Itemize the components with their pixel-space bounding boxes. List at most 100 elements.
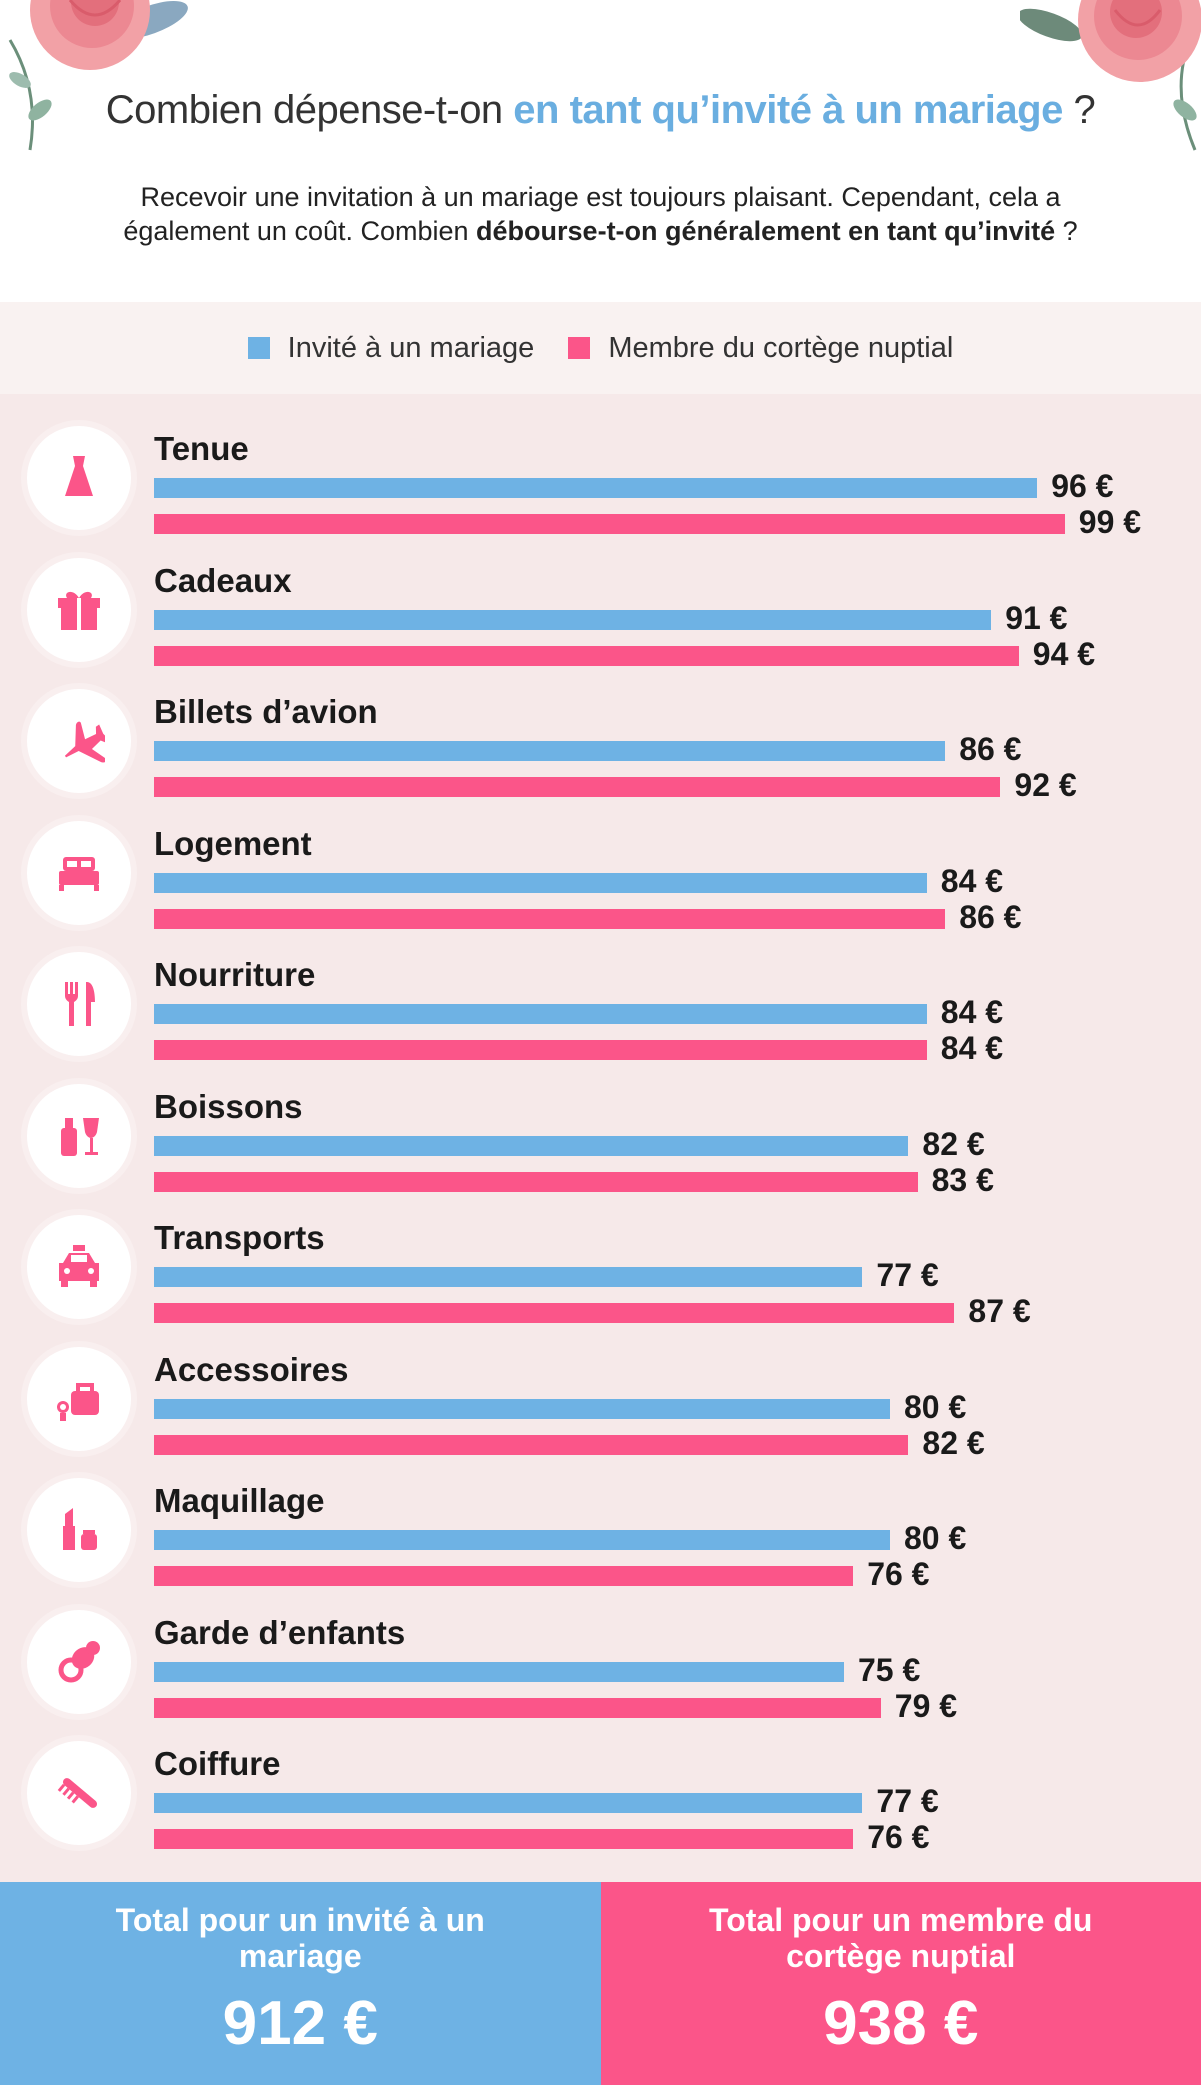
bar-party — [154, 514, 1065, 534]
value-label-guest: 82 € — [922, 1125, 985, 1162]
legend-item-guest: Invité à un mariage — [247, 331, 535, 365]
chart-row: Billets d’avion 86 €92 € — [0, 667, 1201, 803]
bar-guest — [154, 609, 992, 630]
page-title: Combien dépense-t-on en tant qu’invité à… — [0, 88, 1201, 133]
category-label: Garde d’enfants — [154, 1613, 406, 1651]
total-box-party: Total pour un membre du cortège nuptial … — [600, 1882, 1201, 2085]
category-label: Transports — [154, 1219, 325, 1256]
drinks-icon — [61, 1117, 99, 1156]
comb-icon — [57, 1778, 98, 1808]
value-label-party: 86 € — [959, 898, 1022, 935]
subtitle-bold-text: débourse-t-on généralement en tant qu’in… — [476, 216, 1056, 246]
airplane-icon — [64, 721, 105, 763]
value-label-guest: 86 € — [959, 731, 1022, 767]
subtitle-text: Recevoir une invitation à un mariage est… — [123, 182, 1061, 246]
category-icon-circle — [27, 1083, 131, 1188]
chart-row: Transports 77 € 87 € — [0, 1193, 1201, 1329]
value-label-guest: 80 € — [904, 1388, 967, 1425]
bar-party — [154, 908, 946, 929]
title-accent-text: en tant qu’invité à un mariage — [513, 88, 1063, 132]
value-label-party: 99 € — [1078, 504, 1142, 540]
value-label-party: 92 € — [1014, 767, 1077, 803]
total-value-guest: 912 € — [222, 1989, 378, 2058]
category-icon-circle — [27, 557, 131, 662]
value-label-guest: 80 € — [904, 1520, 967, 1556]
accessories-icon — [57, 1382, 99, 1421]
bar-guest — [154, 1793, 863, 1813]
bar-chart: Tenue 96 €99 € Cadeaux 91 €94 € Billets d’av… — [0, 394, 1201, 1882]
chart-row: Tenue 96 €99 € — [0, 404, 1201, 540]
totals-section: Total pour un invité à un mariage 912 € … — [0, 1882, 1201, 2085]
legend-item-party: Membre du cortège nuptial — [568, 332, 953, 365]
bar-party — [154, 1171, 918, 1192]
category-icon-circle — [27, 426, 131, 530]
category-icon-circle — [27, 1478, 131, 1582]
value-label-party: 87 € — [968, 1293, 1031, 1329]
category-icon-circle — [27, 1741, 131, 1845]
category-label: Tenue — [154, 430, 249, 467]
category-label: Accessoires — [154, 1350, 349, 1388]
category-icon-circle — [27, 1215, 131, 1319]
bar-party — [154, 1566, 854, 1586]
bar-guest — [154, 741, 946, 761]
legend-swatch-party — [568, 337, 591, 359]
value-label-party: 76 € — [867, 1819, 930, 1855]
value-label-party: 84 € — [940, 1030, 1004, 1066]
chart-row: Boissons 82 €83 € — [0, 1062, 1201, 1198]
category-icon-circle — [27, 689, 131, 793]
legend-label-guest: Invité à un mariage — [287, 331, 535, 364]
value-label-party: 76 € — [867, 1556, 930, 1592]
chart-row: Nourriture 84 €84 € — [0, 930, 1201, 1066]
makeup-icon — [63, 1508, 97, 1550]
bar-party — [154, 1697, 881, 1718]
total-box-guest: Total pour un invité à un mariage 912 € — [0, 1882, 601, 2085]
rose-decoration-right — [1020, 0, 1201, 151]
bar-guest — [154, 478, 1038, 498]
bar-party — [154, 1434, 909, 1455]
bar-guest — [154, 1398, 890, 1419]
legend-swatch-guest — [247, 337, 270, 359]
page-subtitle: Recevoir une invitation à un mariage est… — [100, 180, 1101, 248]
chart-row: Cadeaux 91 €94 € — [0, 536, 1201, 672]
category-label: Logement — [154, 824, 312, 862]
category-label: Maquillage — [154, 1482, 325, 1519]
category-icon-circle — [27, 820, 131, 925]
header: Combien dépense-t-on en tant qu’invité à… — [0, 0, 1201, 300]
bar-guest — [154, 1004, 927, 1024]
chart-row: Coiffure 77 €76 € — [0, 1719, 1201, 1855]
value-label-guest: 75 € — [858, 1651, 921, 1688]
taxi-icon — [59, 1245, 99, 1287]
value-label-party: 94 € — [1032, 635, 1096, 672]
rose-decoration-left — [8, 0, 188, 151]
bar-guest — [154, 1135, 909, 1156]
chart-row: Accessoires 80 €82 € — [0, 1325, 1201, 1461]
bar-party — [154, 1303, 955, 1323]
gift-icon — [58, 591, 100, 630]
total-label-guest: Total pour un invité à un mariage — [115, 1902, 485, 1974]
value-label-guest: 91 € — [1005, 599, 1068, 636]
value-label-guest: 84 € — [940, 862, 1004, 899]
value-label-party: 83 € — [931, 1161, 994, 1198]
category-label: Coiffure — [154, 1745, 281, 1782]
title-text: Combien dépense-t-on — [105, 88, 514, 132]
bar-party — [154, 1040, 927, 1060]
value-label-party: 82 € — [922, 1424, 985, 1461]
category-icon-circle — [27, 1609, 131, 1714]
total-value-party: 938 € — [823, 1989, 979, 2058]
category-icon-circle — [27, 1346, 131, 1451]
legend: Invité à un mariage Membre du cortège nu… — [0, 302, 1201, 394]
category-icon-circle — [27, 952, 131, 1056]
legend-label-party: Membre du cortège nuptial — [608, 331, 954, 364]
dress-icon — [65, 456, 93, 496]
bar-guest — [154, 1530, 890, 1550]
bed-icon — [59, 856, 99, 891]
category-label: Billets d’avion — [154, 693, 378, 730]
chart-row: Maquillage 80 €76 € — [0, 1456, 1201, 1592]
chart-row: Garde d’enfants 75 €79 € — [0, 1588, 1201, 1724]
value-label-guest: 77 € — [876, 1257, 939, 1293]
title-end-text: ? — [1062, 88, 1096, 132]
category-label: Cadeaux — [154, 561, 292, 599]
subtitle-end-text: ? — [1055, 216, 1078, 246]
bar-guest — [154, 1661, 844, 1682]
